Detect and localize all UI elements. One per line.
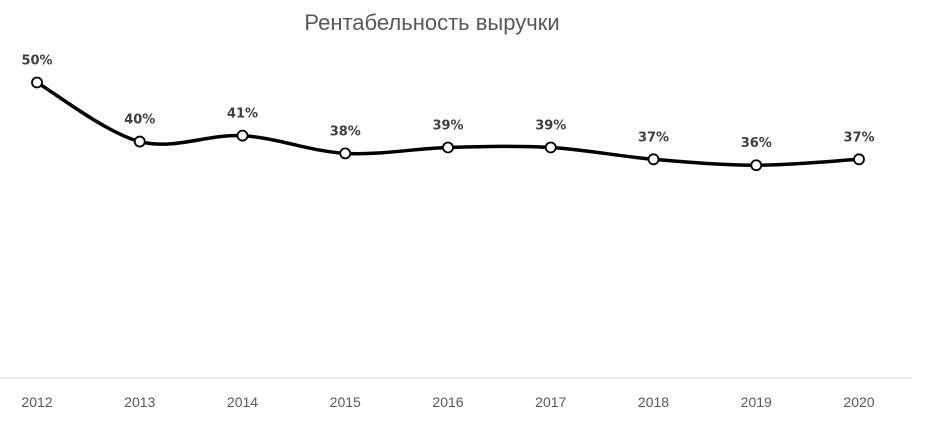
chart-title: Рентабельность выручки (304, 10, 560, 35)
data-point-2012 (31, 76, 43, 89)
data-label-2020: 37% (843, 130, 874, 145)
x-tick-label-2015: 2015 (330, 394, 361, 410)
data-point-2017 (544, 141, 557, 154)
data-label-2012: 50% (21, 53, 52, 68)
data-point-2018 (647, 153, 660, 166)
x-tick-labels: 2012 2013 2014 2015 2016 2017 2018 2019 2020 (21, 394, 874, 410)
data-point-2016 (442, 141, 454, 154)
data-label-2015: 38% (330, 124, 361, 139)
data-point-2020 (853, 153, 865, 166)
data-label-2014: 41% (227, 107, 258, 122)
x-tick-label-2014: 2014 (227, 394, 258, 410)
x-tick-label-2016: 2016 (432, 394, 463, 410)
data-point-2019 (750, 159, 763, 172)
data-points (31, 76, 865, 172)
x-tick-label-2019: 2019 (741, 394, 772, 410)
data-point-2013 (133, 135, 146, 148)
x-tick-label-2012: 2012 (21, 394, 52, 410)
data-label-2016: 39% (432, 118, 463, 133)
data-label-2017: 39% (535, 118, 566, 133)
data-labels: 50% 40% 41% 38% 39% 39% 37% 36% 37% (21, 53, 874, 151)
data-label-2013: 40% (124, 113, 155, 128)
x-tick-label-2020: 2020 (843, 394, 874, 410)
data-label-2019: 36% (741, 136, 772, 151)
x-tick-label-2013: 2013 (124, 394, 155, 410)
x-tick-label-2018: 2018 (638, 394, 669, 410)
data-point-2015 (339, 147, 352, 160)
data-label-2018: 37% (638, 130, 669, 145)
data-point-2014 (236, 129, 249, 142)
x-tick-label-2017: 2017 (535, 394, 566, 410)
